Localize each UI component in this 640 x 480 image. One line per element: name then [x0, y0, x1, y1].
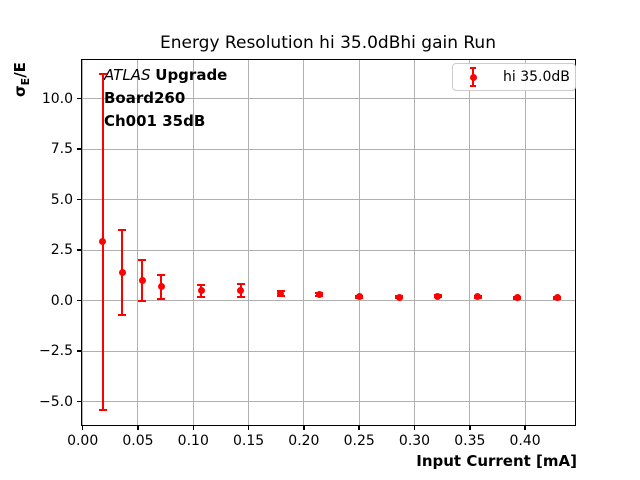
x-gridline: [469, 59, 471, 426]
data-point: [474, 293, 482, 301]
data-point: [553, 294, 561, 302]
data-point: [434, 292, 442, 300]
annotation-line-1: ATLAS Upgrade: [104, 64, 227, 87]
x-tick-mark: [413, 426, 416, 430]
error-bar-cap: [236, 282, 245, 285]
x-gridline: [524, 59, 526, 426]
y-tick-label: 2.5: [50, 242, 73, 259]
data-point: [315, 291, 323, 299]
annotation-channel-text: Ch001 35dB: [104, 112, 206, 130]
error-bar-cap: [98, 408, 107, 411]
x-gridline: [358, 59, 360, 426]
y-tick-label: 5.0: [50, 191, 73, 208]
x-tick-mark: [192, 426, 195, 430]
error-bar-cap: [236, 296, 245, 299]
data-point: [237, 286, 245, 294]
y-tick-label: 7.5: [50, 141, 73, 158]
annotation-upgrade-text: Upgrade: [155, 66, 228, 84]
annotation-line-3: Ch001 35dB: [104, 110, 227, 133]
error-bar-cap: [98, 73, 107, 76]
errorbar-marker-part: [470, 85, 476, 87]
x-gridline: [414, 59, 415, 426]
data-point: [197, 287, 205, 295]
error-bar-cap: [157, 274, 166, 277]
x-tick-label: 0.25: [343, 433, 375, 449]
data-point: [138, 276, 146, 284]
x-tick-label: 0.40: [509, 433, 541, 449]
atlas-annotation: ATLAS Upgrade Board260 Ch001 35dB: [104, 64, 227, 133]
plot-area: [81, 59, 576, 426]
x-tick-mark: [469, 426, 471, 430]
x-tick-mark: [524, 426, 526, 430]
x-tick-label: 0.35: [454, 433, 486, 449]
x-gridline: [137, 59, 139, 426]
y-gridline: [81, 249, 576, 251]
annotation-line-2: Board260: [104, 87, 227, 110]
y-gridline: [81, 300, 576, 302]
y-gridline: [81, 98, 576, 100]
annotation-atlas-text: ATLAS: [104, 66, 151, 84]
error-bar-cap: [138, 259, 147, 262]
y-gridline: [81, 350, 576, 352]
legend-box: hi 35.0dB: [452, 63, 576, 91]
y-tick-mark: [77, 148, 81, 150]
annotation-board-text: Board260: [104, 89, 186, 107]
errorbar-marker-part: [470, 67, 476, 69]
x-tick-mark: [303, 426, 305, 430]
x-tick-mark: [247, 426, 250, 430]
x-tick-label: 0.05: [122, 433, 154, 449]
errorbar-marker-icon: [467, 67, 479, 87]
y-axis-label-subscript: E: [19, 77, 32, 86]
chart-title: Energy Resolution hi 35.0dBhi gain Run: [160, 33, 496, 53]
x-gridline: [82, 59, 84, 426]
x-tick-label: 0.20: [288, 433, 320, 449]
x-tick-label: 0.30: [398, 433, 431, 449]
error-bar-cap: [157, 297, 166, 300]
x-tick-mark: [358, 426, 360, 430]
x-tick-mark: [137, 426, 139, 430]
data-point: [99, 238, 107, 246]
x-gridline: [192, 59, 194, 426]
y-tick-label: −2.5: [39, 343, 73, 360]
x-gridline: [248, 59, 250, 426]
x-tick-label: 0.15: [232, 433, 265, 449]
y-tick-mark: [77, 350, 81, 352]
y-axis-label-sigma: σ: [11, 85, 29, 97]
x-tick-label: 0.00: [67, 433, 99, 449]
y-tick-label: 0.0: [50, 292, 73, 309]
data-point: [277, 289, 285, 297]
y-tick-label: 10.0: [41, 90, 73, 107]
legend-label: hi 35.0dB: [503, 69, 570, 85]
y-gridline: [81, 199, 576, 201]
data-point: [513, 294, 521, 302]
error-bar-cap: [118, 228, 127, 231]
y-gridline: [81, 401, 576, 403]
y-axis-label: σE/E: [11, 62, 32, 97]
y-tick-mark: [77, 97, 81, 100]
y-tick-mark: [77, 249, 81, 251]
y-tick-mark: [77, 198, 81, 201]
error-bar-cap: [197, 283, 206, 286]
x-tick-mark: [81, 426, 84, 430]
error-bar-cap: [138, 299, 147, 302]
x-axis-label: Input Current [mA]: [416, 452, 577, 470]
data-point: [118, 268, 126, 276]
y-tick-mark: [77, 400, 81, 403]
data-point: [395, 293, 403, 301]
y-tick-mark: [77, 299, 81, 302]
x-tick-label: 0.10: [177, 433, 209, 449]
y-axis-label-rest: /E: [11, 62, 29, 78]
data-point: [157, 283, 165, 291]
errorbar-marker-part: [469, 73, 477, 81]
error-bar-cap: [197, 295, 206, 298]
data-point: [355, 293, 363, 301]
error-bar-cap: [118, 313, 127, 316]
x-gridline: [303, 59, 305, 426]
y-gridline: [81, 148, 576, 150]
y-tick-label: −5.0: [39, 393, 73, 410]
